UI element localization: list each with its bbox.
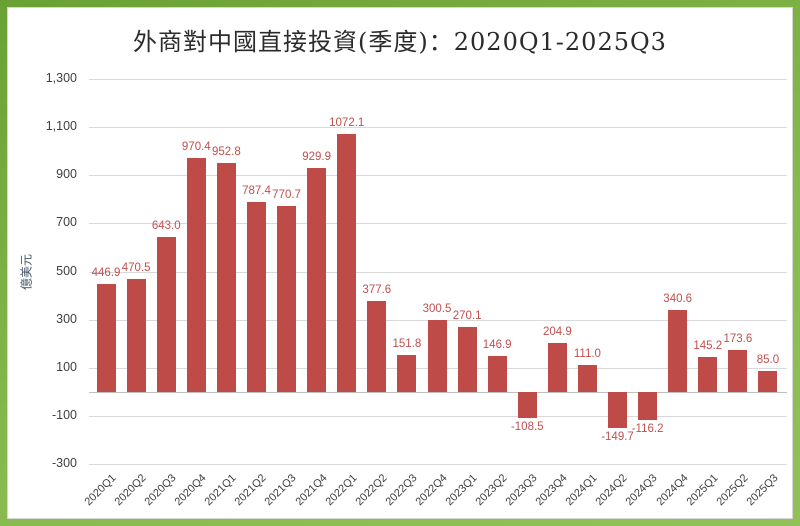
x-axis-tick-label-2021Q4: 2021Q4	[292, 472, 330, 509]
data-label-2020Q2: 470.5	[121, 261, 151, 274]
data-label-2024Q1: 111.0	[573, 348, 601, 361]
x-axis-tick-label-2023Q2: 2023Q2	[473, 472, 510, 509]
y-axis-tick-label: -300	[51, 456, 77, 470]
bar-2025Q3	[758, 371, 778, 392]
data-label-2020Q3: 643.0	[151, 220, 181, 233]
data-label-2022Q2: 377.6	[362, 283, 392, 296]
bar-2022Q1	[337, 133, 357, 392]
gridline	[89, 271, 787, 273]
x-axis-tick-label-2025Q1: 2025Q1	[684, 472, 721, 509]
bar-2020Q2	[126, 278, 146, 392]
data-label-2025Q3: 85.0	[756, 354, 780, 367]
bar-2024Q1	[577, 365, 597, 392]
y-axis-tick-label: 500	[56, 263, 77, 278]
bar-2021Q3	[277, 206, 297, 392]
bar-2025Q1	[698, 356, 718, 392]
gridline	[89, 175, 787, 177]
x-axis-tick-label-2022Q3: 2022Q3	[383, 472, 420, 509]
x-axis-tick-label-2020Q4: 2020Q4	[172, 472, 209, 509]
x-axis-tick-label-2023Q1: 2023Q1	[443, 472, 480, 509]
x-axis-tick-label-2021Q2: 2021Q2	[232, 472, 269, 509]
y-axis-title: 億美元	[19, 253, 34, 290]
data-label-2023Q3: -108.5	[510, 420, 544, 433]
y-axis-tick-label: -100	[51, 407, 77, 422]
y-axis-tick-label: 1,100	[45, 119, 77, 134]
x-axis-tick-label-2022Q4: 2022Q4	[413, 472, 450, 509]
y-axis-tick-label: 1,300	[45, 71, 77, 85]
y-axis-tick-label: 300	[56, 311, 77, 326]
x-axis-tick-label-2021Q1: 2021Q1	[202, 472, 239, 509]
bar-2023Q2	[487, 356, 507, 392]
x-axis-tick-label-2024Q2: 2024Q2	[593, 472, 631, 509]
data-label-2020Q4: 970.4	[181, 141, 211, 154]
x-axis-line	[89, 391, 787, 393]
bar-2025Q2	[728, 350, 748, 392]
data-label-2024Q3: -116.2	[631, 422, 664, 435]
x-axis-tick-label-2025Q2: 2025Q2	[714, 472, 751, 509]
y-axis-tick-label: 900	[56, 167, 77, 182]
data-label-2021Q3: 770.7	[272, 189, 301, 202]
data-label-2022Q1: 1072.1	[329, 116, 365, 129]
x-axis-tick-label-2020Q2: 2020Q2	[112, 472, 149, 509]
x-axis-tick-label-2024Q3: 2024Q3	[623, 472, 661, 509]
gridline	[89, 464, 787, 465]
data-label-2022Q3: 151.8	[392, 338, 422, 351]
chart-panel: 外商對中國直接投資(季度)：2020Q1-2025Q3 億美元 1,300 1,1…	[7, 7, 793, 519]
x-axis-tick-label-2024Q4: 2024Q4	[654, 472, 691, 509]
bar-2021Q4	[307, 168, 327, 392]
gridline	[89, 415, 787, 417]
bar-2023Q3	[517, 391, 537, 418]
bar-2023Q4	[547, 342, 567, 392]
data-label-2021Q2: 787.4	[242, 185, 271, 198]
data-label-2023Q4: 204.9	[542, 325, 572, 338]
bar-2022Q4	[427, 319, 447, 392]
bar-2023Q1	[457, 326, 477, 392]
bar-2022Q3	[397, 355, 417, 392]
x-axis-tick-label-2020Q1: 2020Q1	[82, 472, 119, 509]
data-label-2024Q2: -149.7	[601, 430, 634, 443]
data-label-2020Q1: 446.9	[91, 267, 121, 280]
x-axis-tick-label-2025Q3: 2025Q3	[744, 472, 781, 509]
gridline	[89, 127, 787, 129]
data-label-2024Q4: 340.6	[663, 292, 693, 305]
data-label-2025Q1: 145.2	[693, 339, 723, 352]
chart-title: 外商對中國直接投資(季度)：2020Q1-2025Q3	[133, 28, 667, 56]
bar-2024Q2	[608, 391, 628, 428]
x-axis-tick-label-2023Q3: 2023Q3	[503, 472, 540, 509]
bar-2020Q1	[96, 284, 116, 392]
data-label-2023Q1: 270.1	[452, 309, 482, 322]
bar-2022Q2	[367, 300, 387, 392]
x-axis-tick-label-2022Q2: 2022Q2	[353, 472, 390, 509]
bar-2024Q4	[668, 309, 688, 392]
x-axis-tick-label-2023Q4: 2023Q4	[533, 472, 570, 509]
data-label-2021Q1: 952.8	[212, 145, 241, 158]
bar-2020Q4	[186, 158, 206, 392]
bar-2021Q2	[246, 202, 266, 392]
gridline	[89, 79, 787, 80]
x-axis-tick-label-2022Q1: 2022Q1	[323, 472, 360, 509]
y-axis-tick-label: 700	[56, 215, 77, 230]
x-axis-tick-label-2021Q3: 2021Q3	[262, 472, 300, 509]
data-label-2025Q2: 173.6	[723, 333, 753, 346]
x-axis-tick-label-2020Q3: 2020Q3	[142, 472, 179, 509]
bar-2021Q1	[216, 162, 236, 392]
bar-2020Q3	[156, 237, 176, 392]
data-label-2021Q4: 929.9	[302, 151, 332, 164]
gridline	[89, 223, 787, 225]
x-axis-tick-label-2024Q1: 2024Q1	[563, 472, 600, 509]
y-axis-tick-label: 100	[56, 359, 77, 374]
data-label-2022Q4: 300.5	[422, 302, 452, 315]
bar-2024Q3	[638, 391, 658, 420]
data-label-2023Q2: 146.9	[482, 339, 512, 352]
